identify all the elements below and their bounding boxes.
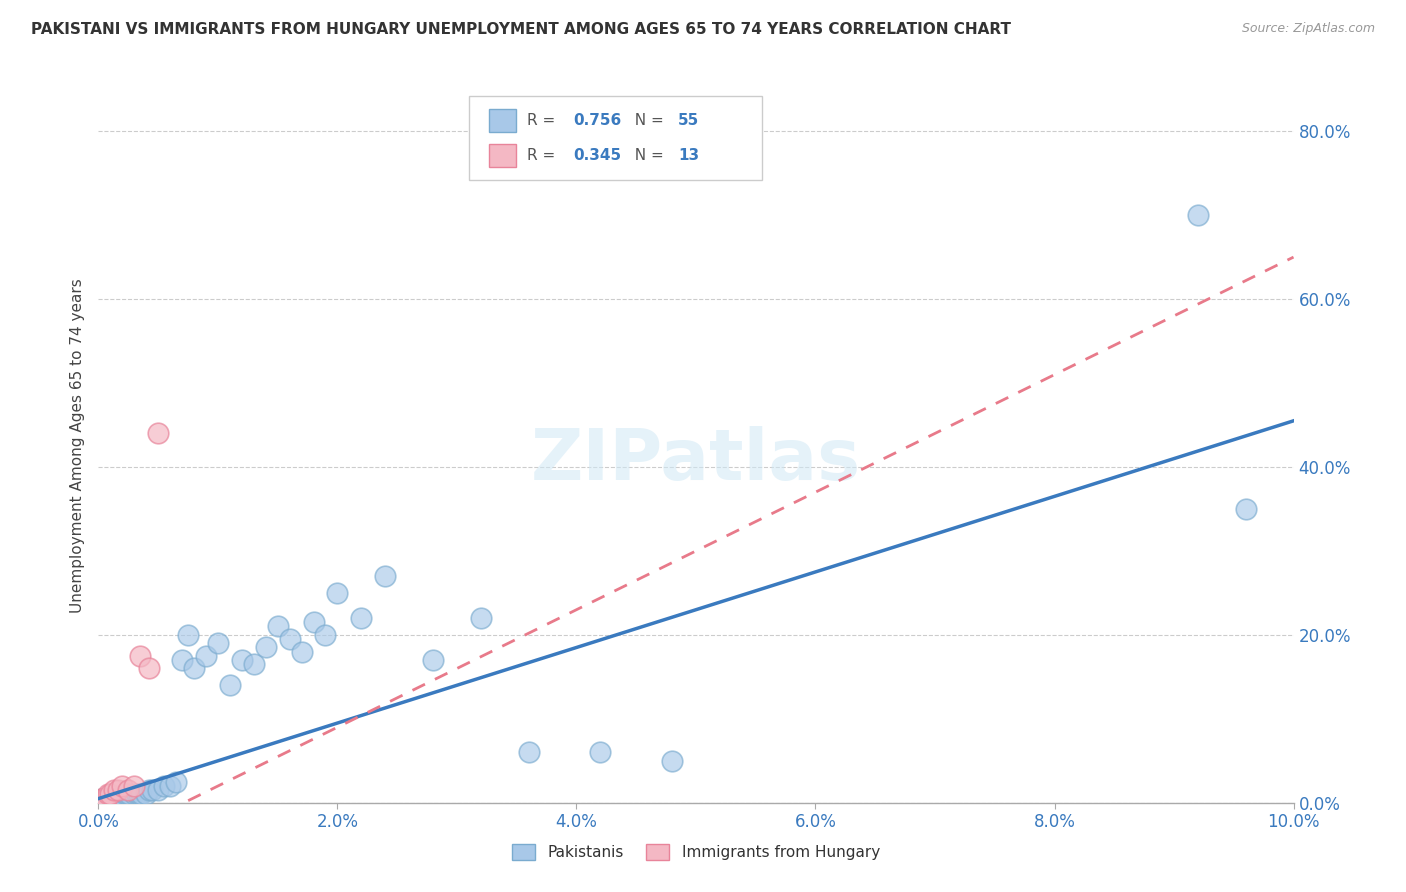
Point — [124, 788, 146, 802]
Point — [172, 653, 194, 667]
Bar — [489, 145, 516, 167]
Point — [589, 746, 612, 760]
FancyBboxPatch shape — [470, 95, 762, 180]
Point — [1187, 208, 1209, 222]
Point — [517, 746, 540, 760]
Point — [219, 678, 242, 692]
Point — [108, 791, 131, 805]
Point — [111, 779, 134, 793]
Text: ZIPatlas: ZIPatlas — [531, 425, 860, 495]
Point — [153, 779, 176, 793]
Point — [91, 791, 114, 805]
Point — [141, 783, 163, 797]
Point — [231, 653, 253, 667]
Point — [105, 791, 128, 805]
Point — [183, 661, 205, 675]
Point — [94, 791, 117, 805]
Point — [138, 661, 160, 675]
Point — [128, 788, 150, 802]
Text: N =: N = — [626, 148, 669, 163]
Text: N =: N = — [626, 112, 669, 128]
Point — [661, 754, 683, 768]
Point — [159, 779, 181, 793]
Point — [90, 791, 112, 805]
Legend: Pakistanis, Immigrants from Hungary: Pakistanis, Immigrants from Hungary — [506, 838, 886, 866]
Point — [350, 611, 373, 625]
Point — [96, 791, 118, 805]
Point — [148, 426, 170, 441]
Point — [103, 783, 125, 797]
Point — [111, 791, 134, 805]
Y-axis label: Unemployment Among Ages 65 to 74 years: Unemployment Among Ages 65 to 74 years — [69, 278, 84, 614]
Point — [107, 791, 129, 805]
Text: R =: R = — [527, 112, 561, 128]
Point — [135, 788, 157, 802]
Point — [118, 788, 141, 802]
Point — [165, 774, 187, 789]
Point — [291, 645, 314, 659]
Text: PAKISTANI VS IMMIGRANTS FROM HUNGARY UNEMPLOYMENT AMONG AGES 65 TO 74 YEARS CORR: PAKISTANI VS IMMIGRANTS FROM HUNGARY UNE… — [31, 22, 1011, 37]
Point — [104, 791, 127, 805]
Point — [97, 788, 120, 802]
Point — [107, 791, 129, 805]
Point — [315, 628, 337, 642]
Point — [114, 788, 136, 802]
Point — [254, 640, 277, 655]
Point — [148, 783, 170, 797]
Point — [98, 788, 122, 802]
Point — [124, 779, 146, 793]
Text: 0.345: 0.345 — [572, 148, 621, 163]
Point — [138, 783, 160, 797]
Point — [177, 628, 200, 642]
Point — [94, 791, 117, 805]
Point — [107, 783, 129, 797]
Text: Source: ZipAtlas.com: Source: ZipAtlas.com — [1241, 22, 1375, 36]
Point — [207, 636, 229, 650]
Point — [422, 653, 444, 667]
Point — [98, 791, 122, 805]
Point — [125, 788, 148, 802]
Point — [129, 648, 152, 663]
Text: 0.756: 0.756 — [572, 112, 621, 128]
Point — [326, 586, 349, 600]
Point — [1234, 502, 1257, 516]
Text: 13: 13 — [678, 148, 699, 163]
Point — [278, 632, 301, 646]
Point — [374, 569, 396, 583]
Point — [91, 791, 114, 805]
Point — [93, 791, 115, 805]
Point — [103, 791, 125, 805]
Point — [90, 791, 112, 805]
Point — [267, 619, 290, 633]
Point — [101, 791, 124, 805]
Text: 55: 55 — [678, 112, 699, 128]
Point — [97, 791, 120, 805]
Point — [302, 615, 325, 630]
Point — [98, 791, 121, 805]
Point — [243, 657, 266, 672]
Point — [117, 783, 139, 797]
Text: R =: R = — [527, 148, 561, 163]
Point — [131, 788, 153, 802]
Point — [470, 611, 492, 625]
Point — [91, 791, 114, 805]
Point — [115, 788, 138, 802]
Bar — [489, 109, 516, 131]
Point — [195, 648, 218, 663]
